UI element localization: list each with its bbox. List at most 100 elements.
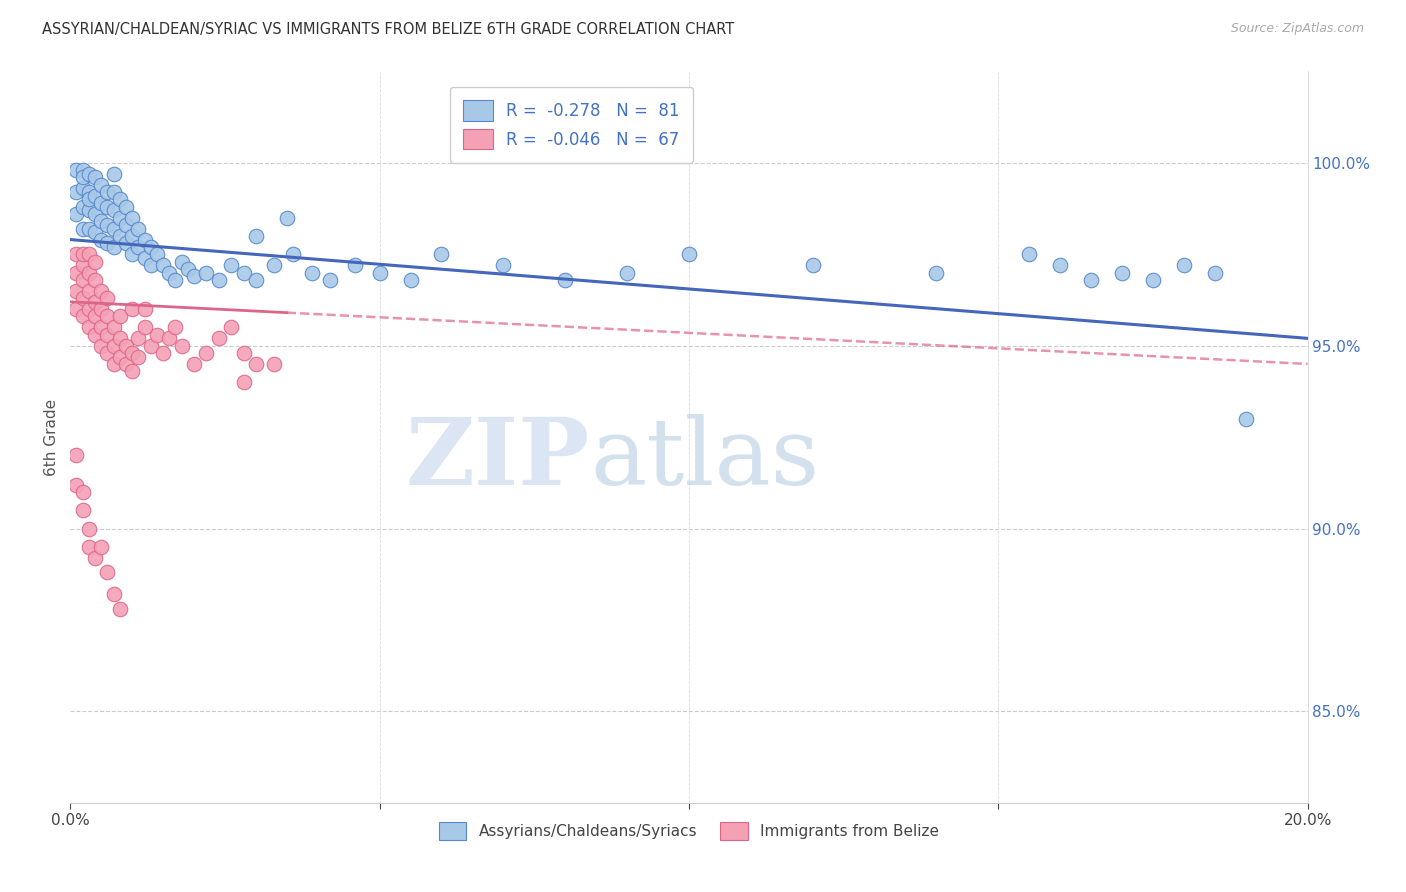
Point [139, 258, 162, 272]
Point [134, 302, 156, 317]
Point [343, 258, 366, 272]
Point [127, 331, 149, 345]
Point [208, 331, 231, 345]
Point [72, 221, 94, 235]
Point [152, 258, 174, 272]
Point [72, 291, 94, 305]
Point [90, 233, 112, 247]
Point [65, 477, 87, 491]
Point [121, 229, 143, 244]
Point [121, 302, 143, 317]
Point [263, 258, 285, 272]
Point [492, 258, 515, 272]
Point [96, 346, 118, 360]
Text: ASSYRIAN/CHALDEAN/SYRIAC VS IMMIGRANTS FROM BELIZE 6TH GRADE CORRELATION CHART: ASSYRIAN/CHALDEAN/SYRIAC VS IMMIGRANTS F… [42, 22, 734, 37]
Point [616, 266, 638, 280]
Point [77, 540, 100, 554]
Point [183, 357, 205, 371]
Point [801, 258, 824, 272]
Point [219, 258, 242, 272]
Point [177, 261, 200, 276]
Point [157, 331, 180, 345]
Point [399, 273, 422, 287]
Point [232, 266, 254, 280]
Point [319, 273, 342, 287]
Point [115, 200, 138, 214]
Point [77, 221, 100, 235]
Point [195, 346, 218, 360]
Point [115, 218, 138, 232]
Point [281, 247, 304, 261]
Point [146, 247, 169, 261]
Point [103, 240, 125, 254]
Point [1142, 273, 1164, 287]
Y-axis label: 6th Grade: 6th Grade [44, 399, 59, 475]
Point [84, 188, 107, 202]
Point [103, 587, 125, 601]
Point [245, 357, 267, 371]
Point [121, 364, 143, 378]
Point [90, 284, 112, 298]
Point [84, 273, 107, 287]
Point [139, 339, 162, 353]
Point [232, 346, 254, 360]
Point [183, 269, 205, 284]
Point [925, 266, 948, 280]
Point [276, 211, 298, 225]
Point [1049, 258, 1071, 272]
Point [96, 185, 118, 199]
Point [72, 503, 94, 517]
Point [1173, 258, 1195, 272]
Point [263, 357, 285, 371]
Point [127, 350, 149, 364]
Point [84, 170, 107, 185]
Point [84, 327, 107, 342]
Point [72, 485, 94, 500]
Point [1204, 266, 1226, 280]
Point [368, 266, 391, 280]
Point [84, 207, 107, 221]
Point [96, 327, 118, 342]
Point [103, 221, 125, 235]
Point [208, 273, 231, 287]
Point [96, 200, 118, 214]
Point [165, 320, 187, 334]
Point [96, 310, 118, 324]
Point [65, 449, 87, 463]
Point [121, 346, 143, 360]
Point [77, 247, 100, 261]
Point [90, 214, 112, 228]
Point [430, 247, 453, 261]
Point [90, 196, 112, 211]
Point [77, 522, 100, 536]
Point [245, 273, 267, 287]
Point [103, 320, 125, 334]
Point [84, 225, 107, 239]
Point [245, 229, 267, 244]
Point [195, 266, 218, 280]
Point [96, 291, 118, 305]
Point [77, 203, 100, 218]
Point [115, 236, 138, 251]
Point [65, 185, 87, 199]
Point [170, 339, 193, 353]
Point [77, 302, 100, 317]
Point [108, 331, 131, 345]
Point [90, 302, 112, 317]
Point [84, 294, 107, 309]
Point [65, 207, 87, 221]
Point [127, 221, 149, 235]
Point [103, 339, 125, 353]
Point [115, 357, 138, 371]
Point [127, 240, 149, 254]
Point [554, 273, 576, 287]
Point [72, 247, 94, 261]
Point [96, 218, 118, 232]
Point [90, 320, 112, 334]
Point [301, 266, 323, 280]
Point [77, 185, 100, 199]
Point [121, 247, 143, 261]
Point [84, 310, 107, 324]
Point [678, 247, 700, 261]
Point [108, 211, 131, 225]
